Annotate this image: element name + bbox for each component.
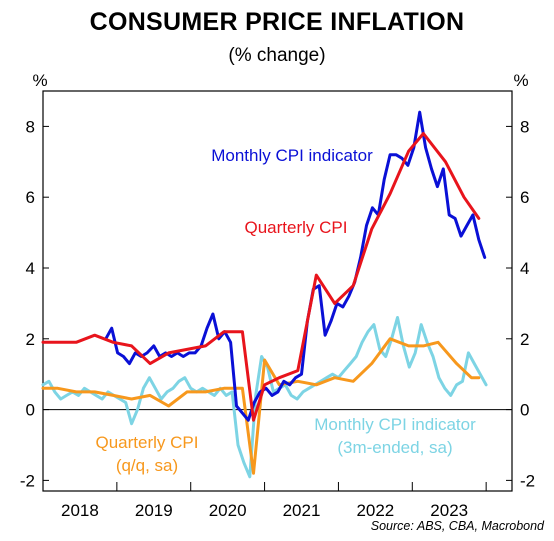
y-tick-label-left-3: 4 (26, 259, 35, 278)
y-axis-unit-left: % (32, 71, 47, 90)
x-tick-label-0: 2018 (61, 501, 99, 520)
x-tick-label-2: 2020 (209, 501, 247, 520)
series-line-0 (104, 110, 487, 422)
y-tick-label-left-5: 8 (26, 117, 35, 136)
series-label-3-line-0: Monthly CPI indicator (314, 415, 476, 434)
x-tick-label-4: 2022 (356, 501, 394, 520)
series-label-2-line-0: Quarterly CPI (96, 433, 199, 452)
series-label-3-line-1: (3m-ended, sa) (337, 438, 452, 457)
y-tick-label-right-5: 8 (520, 117, 529, 136)
series-line-1 (41, 132, 481, 422)
y-axis-unit-right: % (513, 71, 528, 90)
y-tick-label-left-0: -2 (20, 471, 35, 490)
series-label-1-line-0: Quarterly CPI (245, 218, 348, 237)
y-tick-label-left-1: 0 (26, 401, 35, 420)
y-tick-label-left-4: 6 (26, 188, 35, 207)
y-tick-label-right-3: 4 (520, 259, 529, 278)
x-tick-label-3: 2021 (283, 501, 321, 520)
y-tick-label-right-4: 6 (520, 188, 529, 207)
y-tick-label-right-0: -2 (520, 471, 535, 490)
series-label-0-line-0: Monthly CPI indicator (211, 146, 373, 165)
plot-frame (42, 90, 513, 492)
source-note: Source: ABS, CBA, Macrobond (370, 519, 544, 533)
series-label-2-line-1: (q/q, sa) (116, 456, 178, 475)
series-line-2 (41, 337, 481, 475)
x-tick-label-5: 2023 (430, 501, 468, 520)
x-tick-label-1: 2019 (135, 501, 173, 520)
chart-subtitle: (% change) (228, 45, 326, 66)
y-tick-label-right-2: 2 (520, 330, 529, 349)
y-tick-label-right-1: 0 (520, 401, 529, 420)
chart-title: CONSUMER PRICE INFLATION (89, 8, 465, 36)
y-tick-label-left-2: 2 (26, 330, 35, 349)
